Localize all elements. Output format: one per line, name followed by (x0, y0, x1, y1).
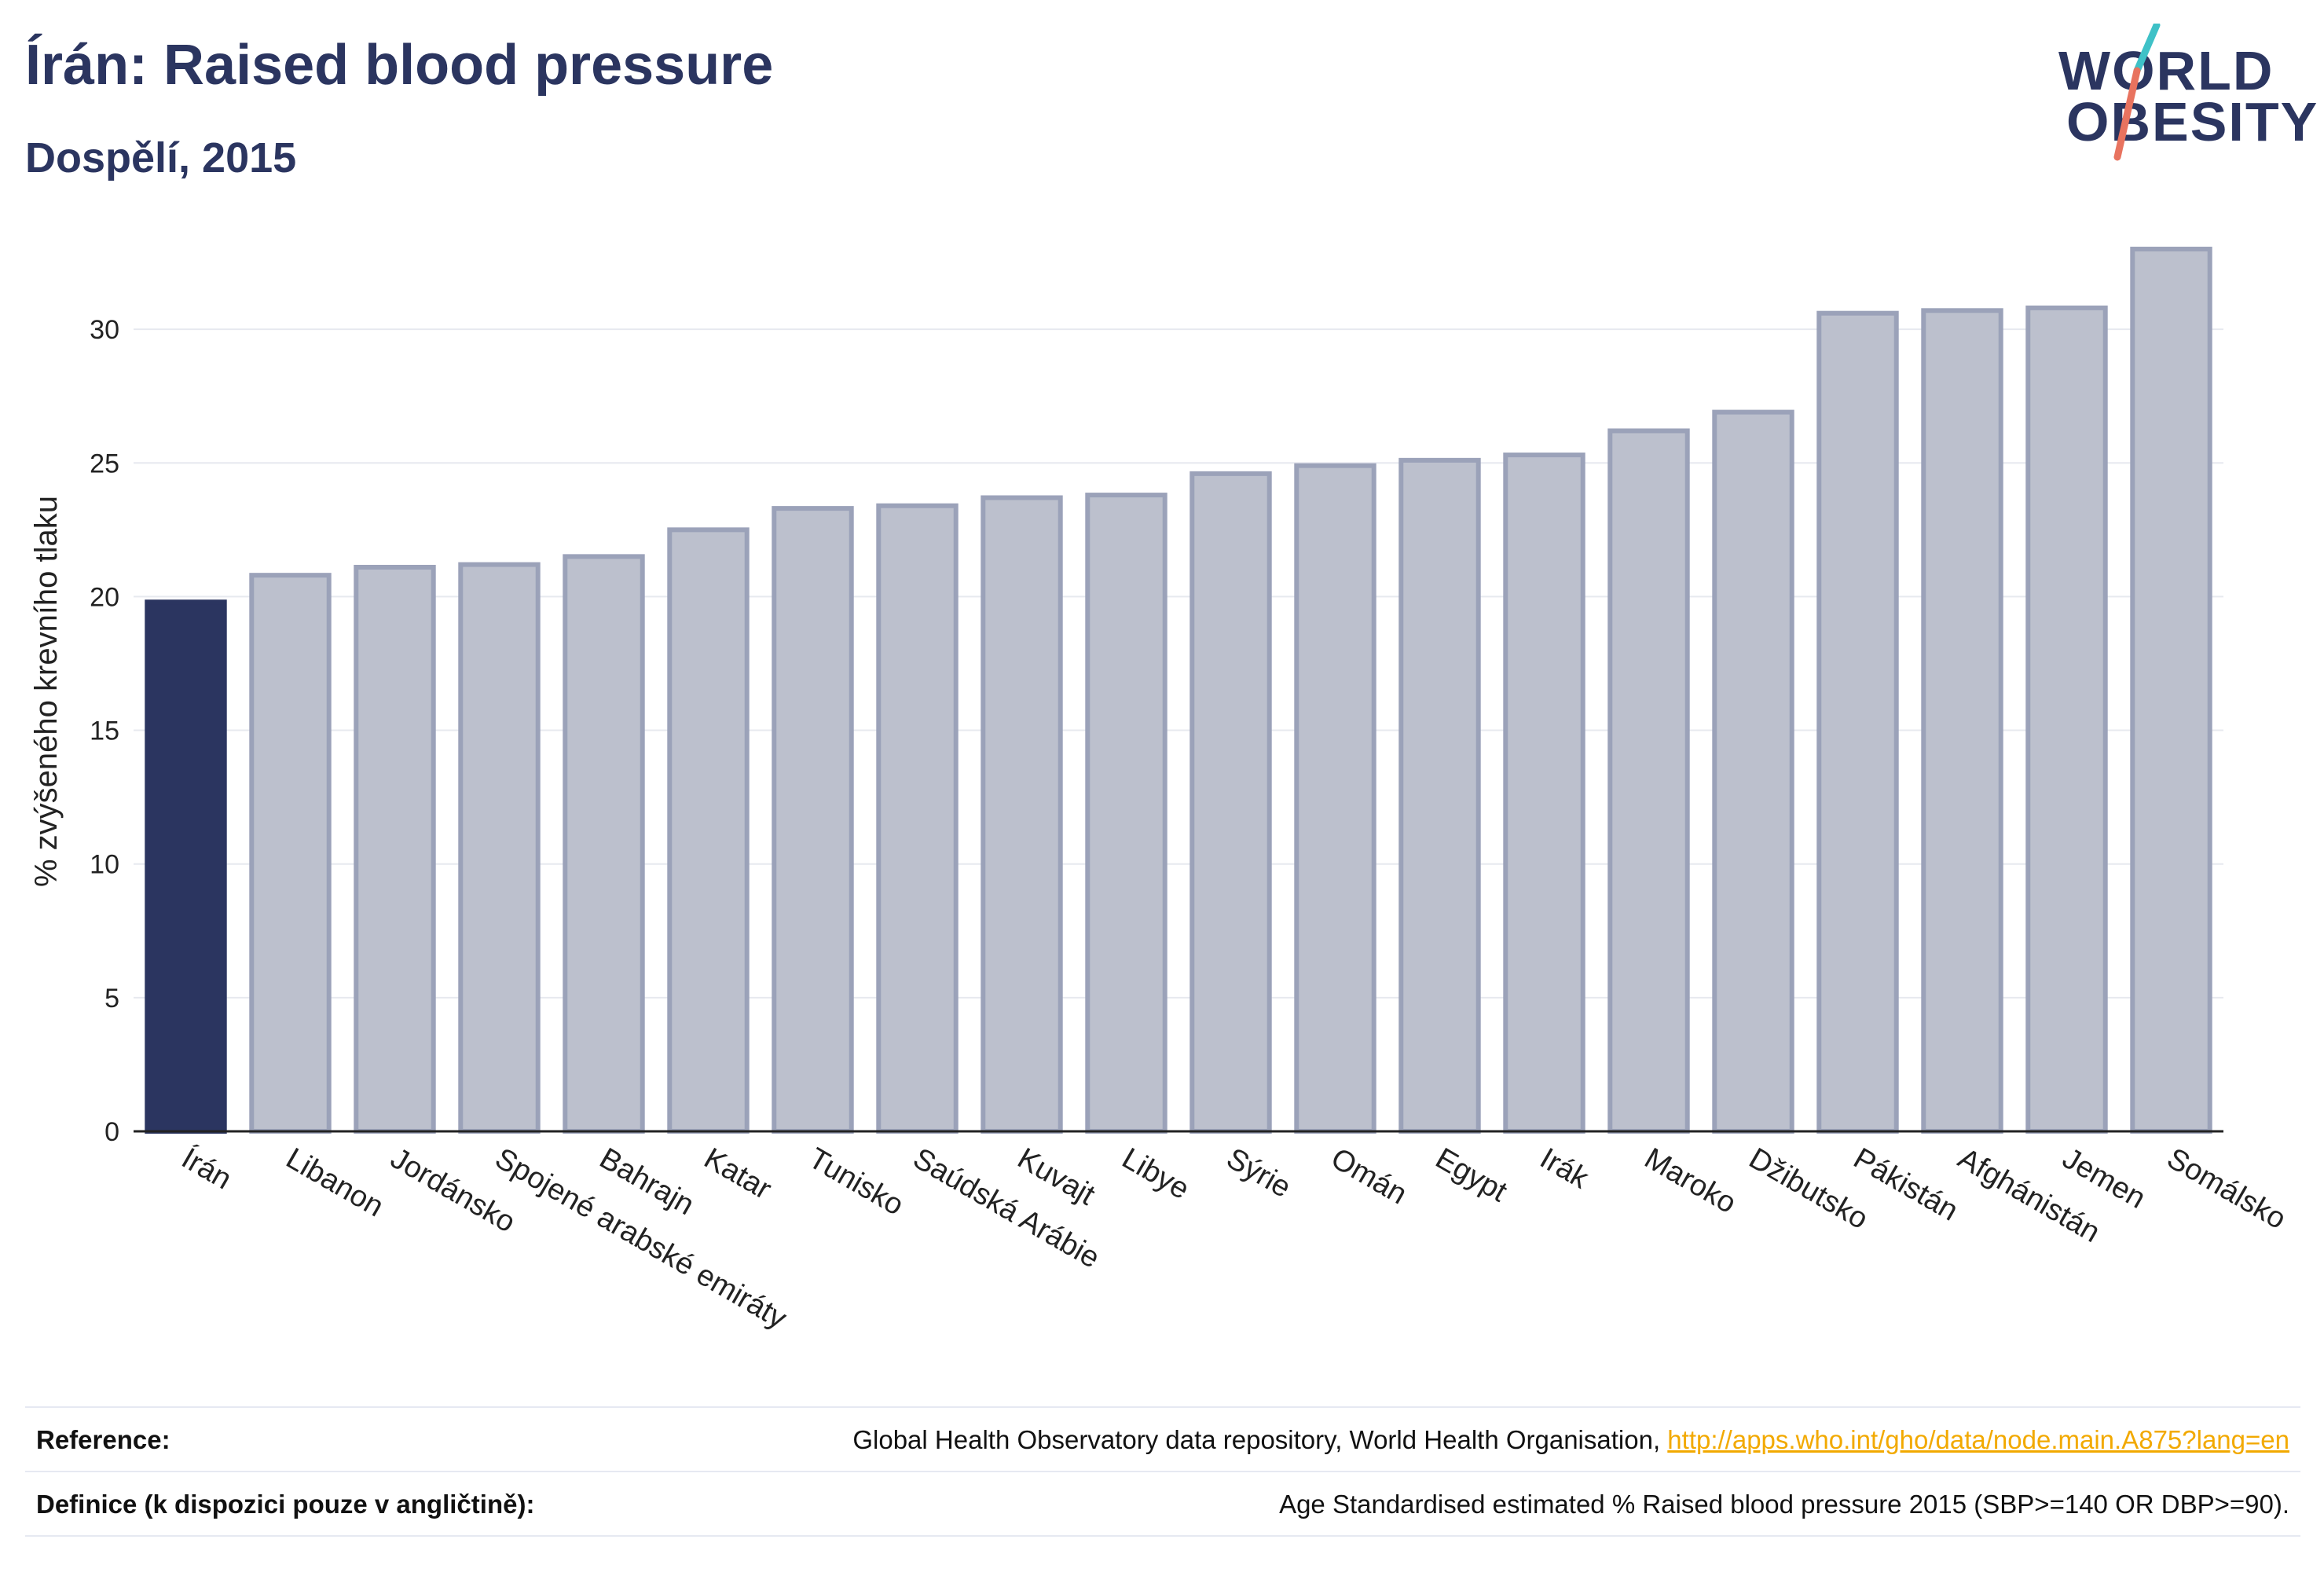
chart-title: Írán: Raised blood pressure (25, 34, 774, 97)
reference-label: Reference: (36, 1425, 170, 1454)
y-tick-label: 30 (90, 315, 119, 345)
x-tick-label: Somálsko (2161, 1142, 2291, 1236)
y-tick-label: 15 (90, 717, 119, 746)
bar (458, 562, 541, 1134)
bar (1921, 308, 2003, 1134)
x-tick-label: Omán (1325, 1142, 1413, 1211)
definition-row: Definice (k dispozici pouze v angličtině… (25, 1471, 2300, 1537)
x-tick-label: Libye (1116, 1142, 1195, 1206)
x-tick-label: Sýrie (1221, 1142, 1296, 1204)
reference-link[interactable]: http://apps.who.int/gho/data/node.main.A… (1667, 1425, 2289, 1454)
bar (145, 599, 227, 1134)
logo-line-1: WORLD (2058, 40, 2275, 101)
logo-slash-icon (2113, 24, 2161, 161)
bar (772, 506, 854, 1134)
x-tick-label: Saúdská Arábie (907, 1142, 1105, 1274)
y-tick-label: 25 (90, 449, 119, 478)
chart-subtitle: Dospělí, 2015 (25, 134, 297, 181)
x-tick-label: Maroko (1639, 1142, 1742, 1220)
bar (1816, 310, 1899, 1134)
bar-chart: 0 5 10 15 20 25 30 % zvýšeného krevního tlaku Ír… (29, 247, 2291, 1336)
y-tick-label: 0 (104, 1117, 119, 1147)
y-tick-label: 5 (104, 984, 119, 1013)
definition-value: Age Standardised estimated % Raised bloo… (1279, 1490, 2289, 1519)
x-tick-label: Džibutsko (1743, 1142, 1873, 1236)
bar (981, 495, 1063, 1134)
bar (2130, 247, 2212, 1134)
reference-row: Reference: Global Health Observatory dat… (25, 1406, 2300, 1471)
bar (876, 503, 959, 1134)
logo-line-2: OBESITY (2066, 91, 2319, 152)
reference-value: Global Health Observatory data repositor… (852, 1425, 2289, 1455)
bar (354, 564, 436, 1134)
bar (1085, 493, 1167, 1134)
x-tick-label: Tunisko (803, 1142, 909, 1222)
y-tick-label: 10 (90, 850, 119, 880)
reference-text: Global Health Observatory data repositor… (852, 1425, 1668, 1454)
x-tick-label: Írán (176, 1142, 237, 1197)
bar (2025, 305, 2108, 1134)
bar (1398, 457, 1481, 1134)
y-axis-label: % zvýšeného krevního tlaku (29, 496, 64, 887)
x-tick-label: Irák (1534, 1142, 1595, 1196)
bar (249, 573, 332, 1134)
bar (1712, 409, 1794, 1134)
x-tick-label: Libanon (280, 1142, 389, 1223)
bar (563, 554, 645, 1134)
x-tick-label: Katar (698, 1142, 777, 1206)
bar (1607, 428, 1690, 1134)
bar (1294, 463, 1376, 1134)
definition-label: Definice (k dispozici pouze v angličtině… (36, 1490, 535, 1519)
x-tick-label: Egypt (1430, 1142, 1513, 1208)
bar (667, 527, 750, 1134)
bar (1189, 471, 1272, 1134)
bar (1503, 453, 1585, 1134)
world-obesity-logo: WORLD OBESITY (2043, 24, 2317, 173)
y-tick-label: 20 (90, 582, 119, 612)
